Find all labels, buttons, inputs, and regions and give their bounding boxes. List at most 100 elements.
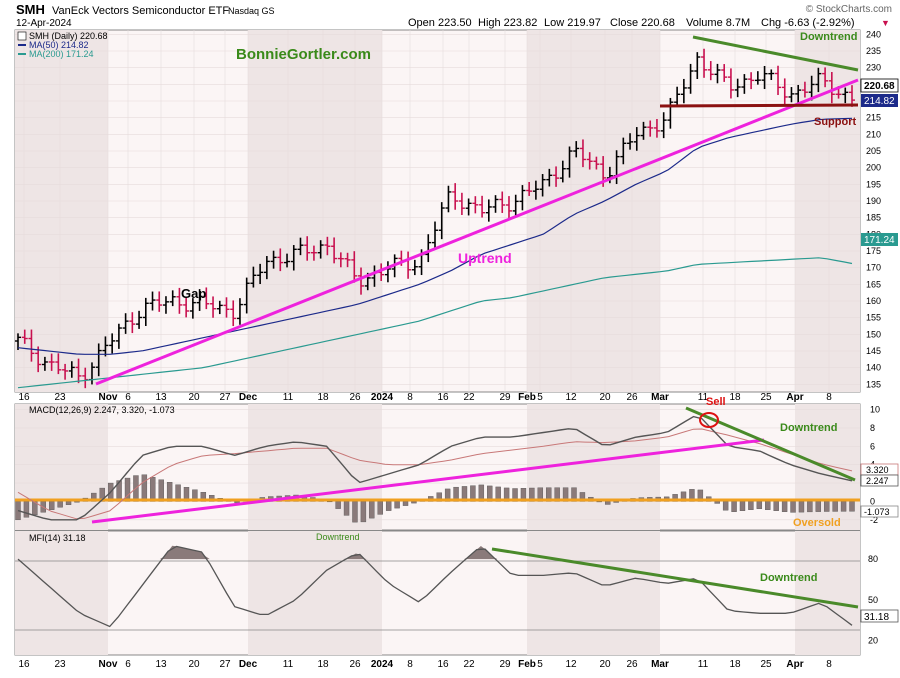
x-tick-label: 11 bbox=[698, 659, 709, 670]
price-tick-label: 230 bbox=[866, 63, 881, 73]
x-tick-label: Mar bbox=[651, 659, 669, 670]
macd-hist-bar bbox=[765, 501, 770, 509]
macd-hist-bar bbox=[159, 480, 164, 502]
price-tick-label: 200 bbox=[866, 163, 881, 173]
macd-tick-label: 0 bbox=[870, 496, 875, 506]
x-tick-label: 16 bbox=[18, 392, 30, 403]
x-tick-label: Feb bbox=[518, 659, 536, 670]
x-tick-label: 22 bbox=[463, 659, 475, 670]
x-tick-label: 26 bbox=[349, 659, 361, 670]
watermark: © StockCharts.com bbox=[806, 4, 892, 15]
x-tick-label: 5 bbox=[537, 392, 543, 403]
macd-hist-bar bbox=[352, 501, 357, 522]
x-tick-label: 26 bbox=[626, 392, 638, 403]
price-tick-label: 135 bbox=[866, 379, 881, 389]
x-tick-label: 23 bbox=[54, 659, 66, 670]
macd-hist-bar bbox=[715, 501, 720, 503]
macd-hist-bar bbox=[597, 501, 602, 502]
x-tick-label: 11 bbox=[283, 659, 294, 670]
mfi-tick-label: 80 bbox=[868, 554, 878, 564]
x-tick-label: 22 bbox=[463, 392, 475, 403]
macd-tag: 2.247 bbox=[866, 476, 889, 486]
x-tick-label: 23 bbox=[54, 392, 66, 403]
macd-tick-label: 6 bbox=[870, 441, 875, 451]
ma50-tag: 214.82 bbox=[864, 96, 895, 107]
x-tick-label: 8 bbox=[826, 659, 832, 670]
macd-hist-bar bbox=[824, 501, 829, 511]
x-tick-label: 18 bbox=[317, 659, 329, 670]
macd-tick-label: 10 bbox=[870, 405, 880, 415]
volume-value: Volume 8.7M bbox=[686, 17, 750, 29]
macd-hist-bar bbox=[748, 501, 753, 509]
macd-hist-bar bbox=[74, 501, 79, 502]
x-tick-label: 29 bbox=[499, 659, 511, 670]
x-tick-label: 29 bbox=[499, 392, 511, 403]
legend-ma200: MA(200) 171.24 bbox=[29, 49, 94, 59]
macd-hist-bar bbox=[782, 501, 787, 511]
low-value: Low 219.97 bbox=[544, 17, 601, 29]
x-tick-label: Dec bbox=[239, 659, 258, 670]
support-line bbox=[660, 105, 858, 106]
x-tick-label: Feb bbox=[518, 392, 536, 403]
price-tick-label: 240 bbox=[866, 29, 881, 39]
macd-hist-bar bbox=[344, 501, 349, 515]
macd-hist-bar bbox=[58, 501, 63, 507]
mfi-tag: 31.18 bbox=[864, 612, 889, 623]
macd-signal-tag: 3.320 bbox=[866, 465, 889, 475]
macd-tick-label: 8 bbox=[870, 423, 875, 433]
macd-hist-bar bbox=[799, 501, 804, 512]
x-tick-label: 16 bbox=[437, 392, 449, 403]
close-tag: 220.68 bbox=[864, 81, 895, 92]
exchange: Nasdaq GS bbox=[228, 6, 275, 16]
macd-hist-bar bbox=[66, 501, 71, 504]
macd-hist-bar bbox=[774, 501, 779, 510]
price-tick-label: 175 bbox=[866, 246, 881, 256]
x-tick-label: Nov bbox=[99, 659, 118, 670]
price-tick-label: 140 bbox=[866, 363, 881, 373]
x-tick-label: 26 bbox=[626, 659, 638, 670]
price-tick-label: 185 bbox=[866, 213, 881, 223]
macd-hist-bar bbox=[807, 501, 812, 511]
price-tick-label: 190 bbox=[866, 196, 881, 206]
price-tick-label: 210 bbox=[866, 129, 881, 139]
open-value: Open 223.50 bbox=[408, 17, 472, 29]
macd-hist-bar bbox=[24, 501, 29, 517]
macd-hist-bar bbox=[142, 475, 147, 502]
macd-hist-bar bbox=[833, 501, 838, 511]
site-annotation: BonnieGortler.com bbox=[236, 46, 371, 63]
macd-hist-bar bbox=[791, 501, 796, 512]
uptrend-annotation: Uptrend bbox=[458, 250, 512, 266]
macd-hist-bar bbox=[841, 501, 846, 511]
mfi-tick-label: 50 bbox=[868, 595, 878, 605]
macd-hist-bar bbox=[369, 501, 374, 518]
x-tick-label: 5 bbox=[537, 659, 543, 670]
macd-hist-bar bbox=[49, 501, 54, 509]
x-tick-label: 13 bbox=[155, 392, 167, 403]
price-tick-label: 165 bbox=[866, 279, 881, 289]
macd-hist-bar bbox=[723, 501, 728, 510]
price-tick-label: 215 bbox=[866, 113, 881, 123]
x-tick-label: 25 bbox=[760, 392, 772, 403]
x-tick-label: Apr bbox=[786, 392, 803, 403]
macd-hist-bar bbox=[125, 478, 130, 501]
high-value: High 223.82 bbox=[478, 17, 537, 29]
chart-date: 12-Apr-2024 bbox=[16, 18, 72, 29]
price-tick-label: 205 bbox=[866, 146, 881, 156]
downtrend-annotation-mfi: Downtrend bbox=[760, 572, 817, 584]
macd-hist-bar bbox=[411, 501, 416, 503]
x-tick-label: 20 bbox=[599, 659, 611, 670]
change-down-icon: ▼ bbox=[881, 18, 890, 28]
price-tick-label: 155 bbox=[866, 313, 881, 323]
x-tick-label: 12 bbox=[565, 392, 577, 403]
x-tick-label: 11 bbox=[283, 392, 294, 403]
x-tick-label: 27 bbox=[219, 659, 231, 670]
macd-hist-bar bbox=[614, 501, 619, 502]
macd-hist-bar bbox=[740, 501, 745, 510]
macd-hist-bar bbox=[605, 501, 610, 504]
x-tick-label: 18 bbox=[729, 392, 741, 403]
x-tick-label: 26 bbox=[349, 392, 361, 403]
x-tick-label: 13 bbox=[155, 659, 167, 670]
mfi-panel: Downtrend Downtrend MFI(14) 31.18 805020… bbox=[15, 531, 898, 655]
